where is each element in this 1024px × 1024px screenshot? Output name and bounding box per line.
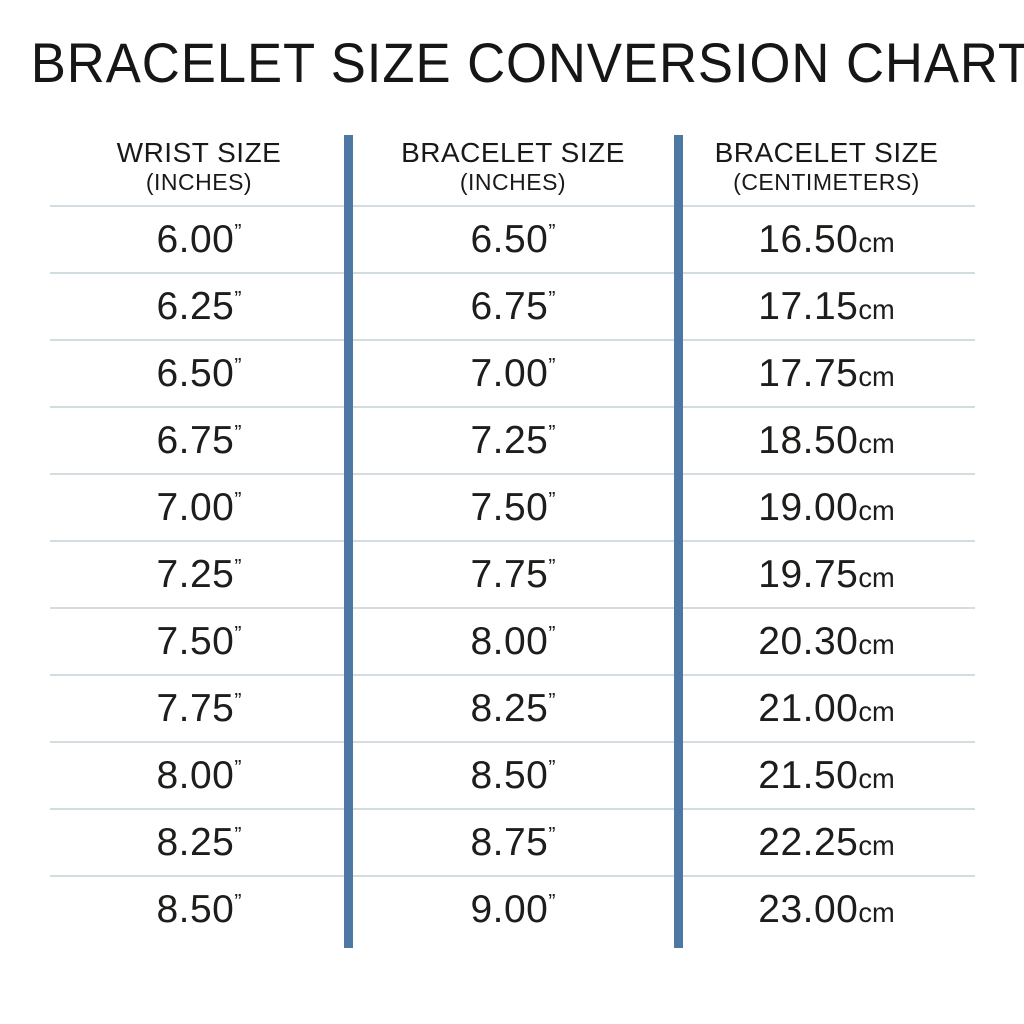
wrist-size-inches-cell: 7.75” [156, 686, 242, 730]
table-row: 6.25” 6.75” 17.15cm [50, 272, 975, 339]
bracelet-size-centimeters-cell: 22.25cm [758, 820, 895, 864]
table-row: 6.50” 7.00” 17.75cm [50, 339, 975, 406]
inch-unit: ” [234, 353, 242, 378]
page-title: BRACELET SIZE CONVERSION CHART [30, 31, 1024, 94]
inch-unit: ” [548, 688, 556, 713]
centimeter-unit: cm [858, 561, 895, 593]
centimeter-unit: cm [858, 226, 895, 258]
bracelet-size-centimeters-cell: 16.50cm [758, 217, 895, 261]
wrist-size-inches-cell: 6.75” [156, 418, 242, 462]
conversion-table: WRIST SIZE (INCHES) BRACELET SIZE (INCHE… [50, 135, 975, 948]
centimeter-unit: cm [858, 896, 895, 928]
header-bracelet-size-centimeters: BRACELET SIZE (CENTIMETERS) [678, 137, 975, 196]
inch-unit: ” [234, 420, 242, 445]
bracelet-size-centimeters-cell: 21.50cm [758, 753, 895, 797]
bracelet-size-centimeters-cell: 18.50cm [758, 418, 895, 462]
wrist-size-inches-cell: 8.25” [156, 820, 242, 864]
bracelet-size-centimeters-cell: 17.15cm [758, 284, 895, 328]
header-sublabel: (CENTIMETERS) [733, 169, 920, 196]
column-divider-1 [344, 135, 353, 948]
centimeter-unit: cm [858, 628, 895, 660]
centimeter-unit: cm [858, 829, 895, 861]
bracelet-size-inches-cell: 8.50” [470, 753, 556, 797]
wrist-size-inches-cell: 7.25” [156, 552, 242, 596]
centimeter-unit: cm [858, 762, 895, 794]
table-row: 7.50” 8.00” 20.30cm [50, 607, 975, 674]
table-row: 6.00” 6.50” 16.50cm [50, 205, 975, 272]
inch-unit: ” [234, 219, 242, 244]
bracelet-size-inches-cell: 8.75” [470, 820, 556, 864]
inch-unit: ” [548, 755, 556, 780]
inch-unit: ” [234, 889, 242, 914]
inch-unit: ” [234, 688, 242, 713]
wrist-size-inches-cell: 6.50” [156, 351, 242, 395]
inch-unit: ” [548, 822, 556, 847]
inch-unit: ” [234, 554, 242, 579]
column-divider-2 [674, 135, 683, 948]
header-sublabel: (INCHES) [459, 169, 567, 196]
inch-unit: ” [234, 286, 242, 311]
inch-unit: ” [548, 889, 556, 914]
bracelet-size-inches-cell: 8.00” [470, 619, 556, 663]
inch-unit: ” [548, 219, 556, 244]
bracelet-size-inches-cell: 7.75” [470, 552, 556, 596]
centimeter-unit: cm [858, 695, 895, 727]
inch-unit: ” [548, 621, 556, 646]
table-header-row: WRIST SIZE (INCHES) BRACELET SIZE (INCHE… [50, 135, 975, 205]
bracelet-size-inches-cell: 9.00” [470, 887, 556, 931]
table-row: 7.25” 7.75” 19.75cm [50, 540, 975, 607]
wrist-size-inches-cell: 6.25” [156, 284, 242, 328]
inch-unit: ” [548, 420, 556, 445]
header-wrist-size-inches: WRIST SIZE (INCHES) [50, 137, 348, 196]
bracelet-size-inches-cell: 7.25” [470, 418, 556, 462]
header-sublabel: (INCHES) [145, 169, 253, 196]
table-row: 7.00” 7.50” 19.00cm [50, 473, 975, 540]
table-row: 8.50” 9.00” 23.00cm [50, 875, 975, 942]
bracelet-size-inches-cell: 6.75” [470, 284, 556, 328]
wrist-size-inches-cell: 6.00” [156, 217, 242, 261]
inch-unit: ” [234, 487, 242, 512]
header-label: WRIST SIZE [116, 137, 282, 168]
table-row: 6.75” 7.25” 18.50cm [50, 406, 975, 473]
bracelet-size-centimeters-cell: 20.30cm [758, 619, 895, 663]
bracelet-size-centimeters-cell: 21.00cm [758, 686, 895, 730]
table-body: 6.00” 6.50” 16.50cm 6.25” 6.75” 17.15cm … [50, 205, 975, 942]
inch-unit: ” [234, 822, 242, 847]
table-row: 8.00” 8.50” 21.50cm [50, 741, 975, 808]
header-label: BRACELET SIZE [714, 137, 939, 168]
inch-unit: ” [548, 286, 556, 311]
inch-unit: ” [234, 755, 242, 780]
centimeter-unit: cm [858, 427, 895, 459]
bracelet-size-centimeters-cell: 19.75cm [758, 552, 895, 596]
inch-unit: ” [548, 554, 556, 579]
bracelet-size-inches-cell: 7.50” [470, 485, 556, 529]
wrist-size-inches-cell: 8.00” [156, 753, 242, 797]
inch-unit: ” [548, 487, 556, 512]
inch-unit: ” [548, 353, 556, 378]
table-row: 7.75” 8.25” 21.00cm [50, 674, 975, 741]
centimeter-unit: cm [858, 293, 895, 325]
table-row: 8.25” 8.75” 22.25cm [50, 808, 975, 875]
wrist-size-inches-cell: 8.50” [156, 887, 242, 931]
bracelet-size-inches-cell: 6.50” [470, 217, 556, 261]
bracelet-size-centimeters-cell: 23.00cm [758, 887, 895, 931]
bracelet-size-centimeters-cell: 17.75cm [758, 351, 895, 395]
wrist-size-inches-cell: 7.50” [156, 619, 242, 663]
bracelet-size-inches-cell: 7.00” [470, 351, 556, 395]
centimeter-unit: cm [858, 360, 895, 392]
bracelet-size-centimeters-cell: 19.00cm [758, 485, 895, 529]
wrist-size-inches-cell: 7.00” [156, 485, 242, 529]
centimeter-unit: cm [858, 494, 895, 526]
header-bracelet-size-inches: BRACELET SIZE (INCHES) [348, 137, 678, 196]
header-label: BRACELET SIZE [401, 137, 625, 168]
inch-unit: ” [234, 621, 242, 646]
bracelet-size-inches-cell: 8.25” [470, 686, 556, 730]
